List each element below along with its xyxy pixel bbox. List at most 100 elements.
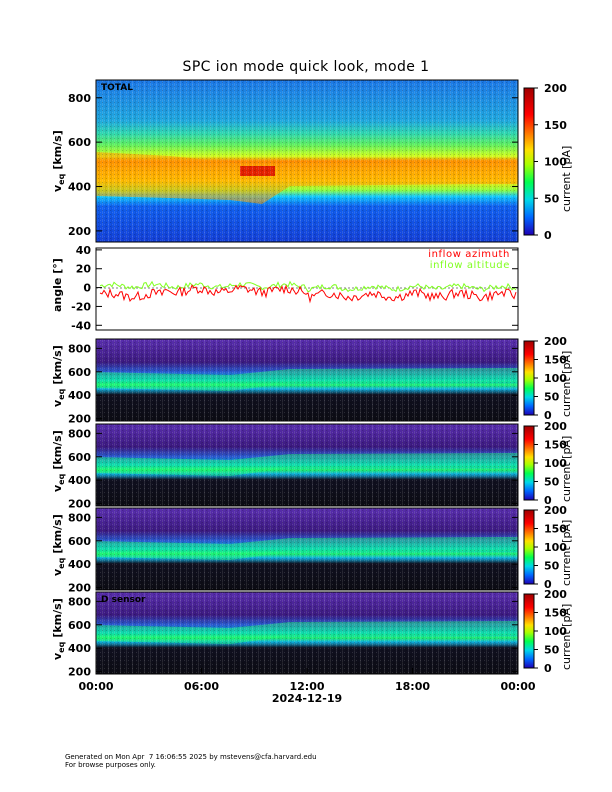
sensor-colorbar [523,340,535,416]
angle-ylabel: angle [°] [51,258,64,312]
total-y-ticks: 200 400 600 800 [68,92,518,238]
y-tick-label: 40 [76,244,92,257]
colorbar-tick-label: 200 [544,335,567,348]
y-tick-label: 400 [68,181,91,194]
y-tick-label: 600 [68,136,91,149]
y-tick-label: 20 [76,263,92,276]
angle-y-ticks: -40 -20 0 20 40 [71,244,518,332]
ylabel-sub: eq [57,388,66,399]
sensor-colorbar-ticks: 0 50 100 150 200 [534,335,567,422]
total-colorbar [523,87,535,236]
y-tick-label: -20 [71,300,91,313]
sensor-frame [95,507,519,591]
x-tick-label: 00:00 [500,680,535,693]
colorbar-tick-label: 200 [544,504,567,517]
ylabel-unit: [km/s] [51,430,64,469]
sensor-noise [96,339,518,421]
sensor-y-ticks: 200 400 600 800 [68,427,518,511]
sensor-noise [96,424,518,506]
inflow-azimuth-line [99,284,517,304]
colorbar-tick-label: 50 [544,560,560,573]
footer-note: For browse purposes only. [65,761,156,769]
y-tick-label: 800 [68,511,91,524]
footer: Generated on Mon Apr 7 16:06:55 2025 by … [65,753,317,769]
colorbar-tick-label: 200 [544,82,567,95]
sensor-noise [96,592,518,674]
sensor-colorbar [523,593,535,669]
ylabel-unit: [km/s] [51,514,64,553]
colorbar-tick-label: 100 [544,372,567,385]
colorbar-tick-label: 50 [544,476,560,489]
sensor-colorbar-ticks: 0 50 100 150 200 [534,504,567,591]
sensor-panel-4: D sensor 200 400 600 800 veq [km/s] 0 50 100 150 20… [51,588,573,679]
ylabel-main: v [51,652,64,660]
y-tick-label: 400 [68,389,91,402]
sensor-panel-3: 200 400 600 800 veq [km/s] 0 50 100 150 200 current… [51,504,573,595]
sensor-ylabel: veq [km/s] [51,514,66,576]
ylabel-sub: eq [57,557,66,568]
sensor-colorbar-label: current [pA] [560,436,573,502]
sensor-panel-2: 200 400 600 800 veq [km/s] 0 50 100 150 200 current… [51,420,573,511]
ylabel-unit: [km/s] [51,345,64,384]
sensor-noise [96,508,518,590]
colorbar-tick-label: 50 [544,192,560,205]
sensor-ylabel: veq [km/s] [51,598,66,660]
sensor-y-ticks: 200 400 600 800 [68,511,518,595]
colorbar-tick-label: 0 [544,578,552,591]
x-tick-label: 00:00 [78,680,113,693]
y-tick-label: 200 [68,225,91,238]
sensor-y-ticks: 200 400 600 800 [68,595,518,679]
y-tick-label: 600 [68,619,91,632]
colorbar-tick-label: 150 [544,354,567,367]
colorbar-tick-label: 150 [544,523,567,536]
sensor-frame [95,423,519,507]
ylabel-main: v [51,484,64,492]
angle-panel: -40 -20 0 20 40 angle [°] inflow azimuth inf… [51,244,519,332]
ylabel-unit: [km/s] [51,598,64,637]
y-tick-label: 200 [68,498,91,511]
y-tick-label: 400 [68,642,91,655]
colorbar-tick-label: 100 [544,541,567,554]
inflow-altitude-line [99,280,517,293]
total-ylabel: veq[km/s] [51,130,66,192]
sensor-colorbar-ticks: 0 50 100 150 200 [534,588,567,675]
x-tick-label: 06:00 [184,680,219,693]
y-tick-label: 600 [68,451,91,464]
colorbar-tick-label: 0 [544,494,552,507]
y-tick-label: 200 [68,666,91,679]
y-tick-label: 800 [68,595,91,608]
total-colorbar-ticks: 0 50 100 150 200 [534,82,567,242]
footer-generated: Generated on Mon Apr 7 16:06:55 2025 by … [65,753,317,761]
y-tick-label: 800 [68,427,91,440]
colorbar-tick-label: 150 [544,439,567,452]
y-tick-label: 200 [68,582,91,595]
sensor-colorbar [523,425,535,501]
legend-altitude: inflow altitude [430,260,510,271]
y-tick-label: -40 [71,319,91,332]
sensor-colorbar-ticks: 0 50 100 150 200 [534,420,567,507]
y-tick-label: 400 [68,474,91,487]
total-label: TOTAL [101,83,133,93]
colorbar-tick-label: 0 [544,662,552,675]
y-tick-label: 0 [83,282,91,295]
sensor-label: D sensor [101,595,146,605]
colorbar-tick-label: 200 [544,420,567,433]
sensor-frame [95,338,519,422]
total-frame [95,79,519,243]
x-axis: 00:00 06:00 12:00 18:00 00:00 [78,668,536,693]
sensor-ylabel: veq [km/s] [51,345,66,407]
sensor-colorbar-label: current [pA] [560,520,573,586]
ylabel-main: v [51,399,64,407]
total-colorbar-label: current [pA] [560,146,573,212]
colorbar-tick-label: 50 [544,644,560,657]
legend-azimuth: inflow azimuth [428,249,510,260]
sensor-colorbar-label: current [pA] [560,351,573,417]
colorbar-tick-label: 100 [544,625,567,638]
sensor-panel-1: 200 400 600 800 veq [km/s] 0 50 100 150 200 current… [51,335,573,426]
y-tick-label: 800 [68,342,91,355]
colorbar-tick-label: 150 [544,119,567,132]
ylabel-main: v [51,568,64,576]
sensor-colorbar-label: current [pA] [560,604,573,670]
sensor-panels: 200400600800veq[km/s]050100150200current… [51,335,573,679]
